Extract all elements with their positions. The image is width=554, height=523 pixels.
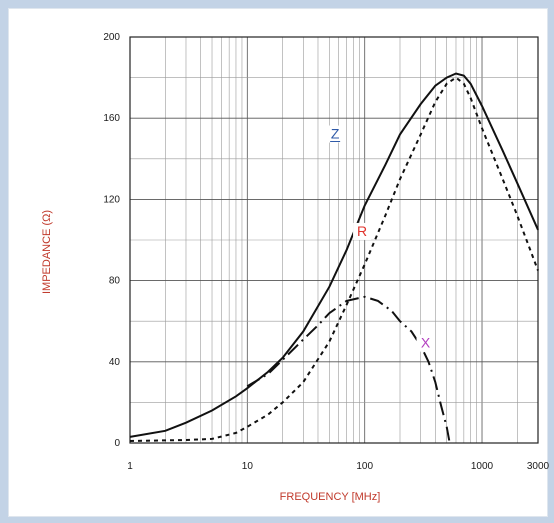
series-line-x	[246, 295, 451, 444]
series-line-r	[129, 76, 539, 442]
x-axis-label: FREQUENCY [MHz]	[280, 491, 381, 503]
y-tick-label: 0	[114, 438, 120, 449]
series-line-z	[129, 72, 539, 438]
chart-grid	[129, 36, 539, 444]
x-tick-label: 10	[242, 461, 254, 472]
series-label-background	[326, 125, 345, 143]
chart-ticks: 1 10 100 1000 3000 0 40 80 120 160 200	[103, 32, 549, 472]
series-label-z: Z	[331, 126, 340, 142]
x-tick-label: 100	[356, 461, 373, 472]
chart-series-group	[129, 72, 539, 444]
plot-border	[129, 36, 539, 444]
y-tick-label: 120	[103, 194, 120, 205]
series-label-x: X	[421, 335, 431, 351]
series-labels: Z R X	[326, 125, 435, 352]
series-label-background	[416, 334, 435, 352]
y-tick-label: 160	[103, 113, 120, 124]
y-tick-label: 80	[109, 276, 121, 287]
series-label-background	[353, 222, 372, 240]
x-tick-label: 3000	[527, 461, 550, 472]
chart-panel	[8, 8, 548, 517]
y-tick-label: 40	[109, 357, 121, 368]
x-tick-label: 1000	[471, 461, 494, 472]
series-label-r: R	[357, 223, 367, 239]
y-tick-label: 200	[103, 32, 120, 43]
x-tick-label: 1	[127, 461, 133, 472]
y-axis-label: IMPEDANCE (Ω)	[41, 210, 53, 294]
